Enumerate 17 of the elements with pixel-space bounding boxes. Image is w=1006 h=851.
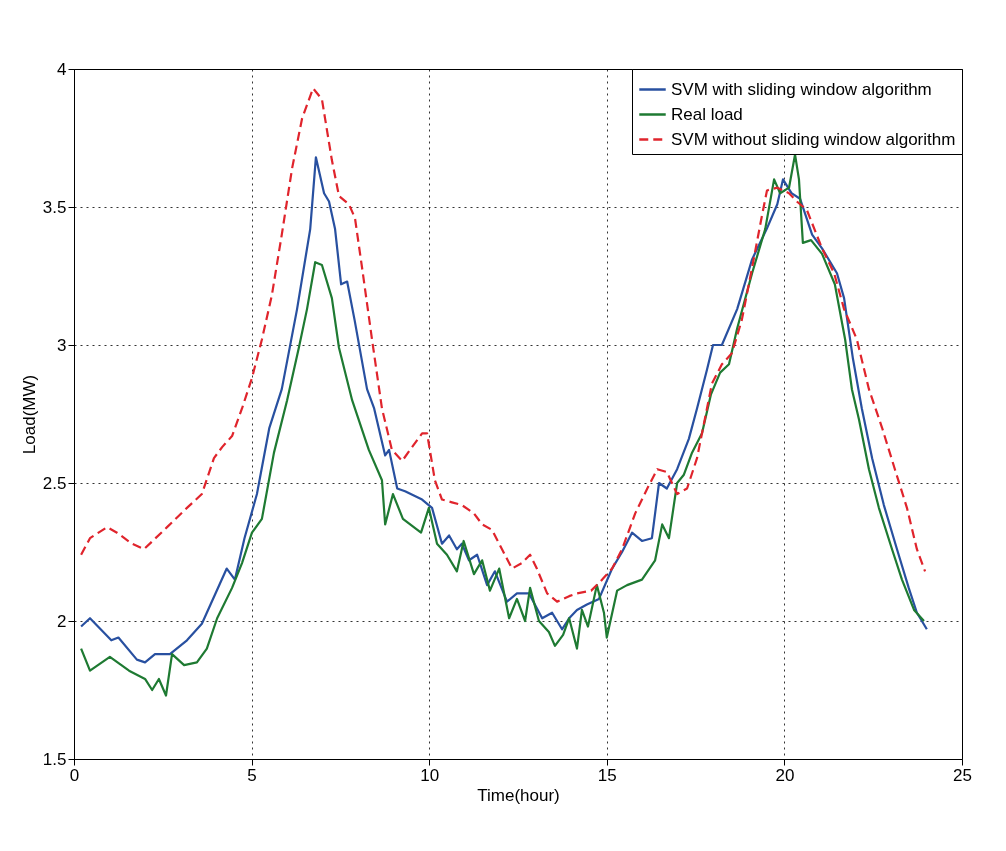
legend-label: SVM with sliding window algorithm <box>671 79 932 99</box>
x-tick-label: 10 <box>420 765 440 785</box>
x-tick-label: 0 <box>69 765 80 785</box>
y-tick-label: 2 <box>57 611 67 631</box>
legend-label: Real load <box>671 104 743 124</box>
legend-label: SVM without sliding window algorithm <box>671 129 956 149</box>
y-tick-label: 1.5 <box>42 749 67 769</box>
x-axis-title: Time(hour) <box>477 785 560 805</box>
y-axis-title: Load(MW) <box>19 374 39 455</box>
y-tick-label: 3.5 <box>42 197 67 217</box>
x-tick-label: 25 <box>953 765 972 785</box>
y-tick-label: 2.5 <box>42 473 67 493</box>
x-tick-label: 5 <box>247 765 257 785</box>
y-tick-label: 3 <box>57 335 67 355</box>
y-tick-label: 4 <box>57 59 67 79</box>
x-tick-label: 15 <box>597 765 617 785</box>
x-tick-label: 20 <box>775 765 795 785</box>
